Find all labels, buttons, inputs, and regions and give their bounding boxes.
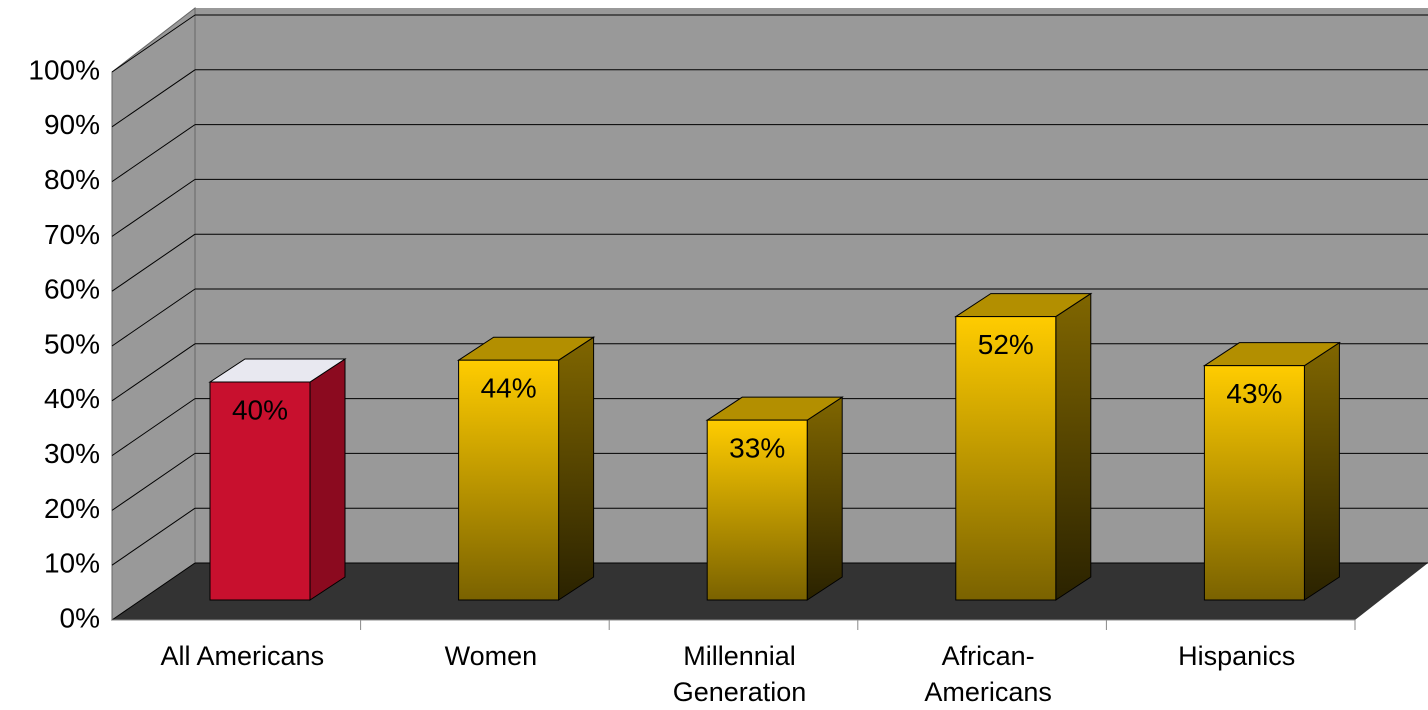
grid-line	[111, 562, 196, 621]
bar-side	[1303, 341, 1340, 601]
grid-line	[111, 233, 196, 292]
grid-line	[111, 398, 196, 457]
y-tick-label: 40%	[44, 383, 100, 414]
value-label: 52%	[978, 329, 1034, 360]
y-tick-label: 20%	[44, 493, 100, 524]
bar	[209, 381, 311, 601]
y-tick-label: 60%	[44, 274, 100, 305]
grid-line	[111, 178, 196, 237]
value-label: 44%	[481, 373, 537, 404]
y-tick-label: 90%	[44, 109, 100, 140]
x-tick-label: African-Americans	[924, 641, 1052, 707]
bar-side	[806, 396, 843, 601]
bar	[706, 419, 808, 601]
y-tick-label: 50%	[44, 328, 100, 359]
value-label: 40%	[232, 394, 288, 425]
bar-side	[309, 358, 346, 601]
grid-line	[111, 69, 196, 128]
bar-side	[1055, 292, 1092, 601]
y-tick-label: 80%	[44, 164, 100, 195]
grid-line	[111, 288, 196, 347]
x-tick-label: Hispanics	[1178, 641, 1296, 671]
bar	[1203, 365, 1305, 601]
side-wall	[111, 6, 196, 621]
grid-line	[111, 124, 196, 183]
y-tick-label: 30%	[44, 438, 100, 469]
bar	[458, 359, 560, 601]
value-label: 43%	[1226, 378, 1282, 409]
grid-line	[111, 343, 196, 402]
y-tick-label: 70%	[44, 219, 100, 250]
x-tick-label: All Americans	[160, 641, 325, 671]
value-label: 33%	[729, 433, 785, 464]
x-tick-label: Women	[444, 641, 538, 671]
grid-line	[111, 14, 196, 73]
bar	[955, 316, 1057, 601]
y-tick-label: 0%	[60, 602, 100, 633]
y-tick-label: 10%	[44, 548, 100, 579]
grid-line	[111, 507, 196, 566]
bar-side	[558, 336, 595, 601]
x-tick-label: Millennial Generation	[672, 641, 807, 707]
y-tick-label: 100%	[28, 54, 100, 85]
grid-line	[111, 452, 196, 511]
